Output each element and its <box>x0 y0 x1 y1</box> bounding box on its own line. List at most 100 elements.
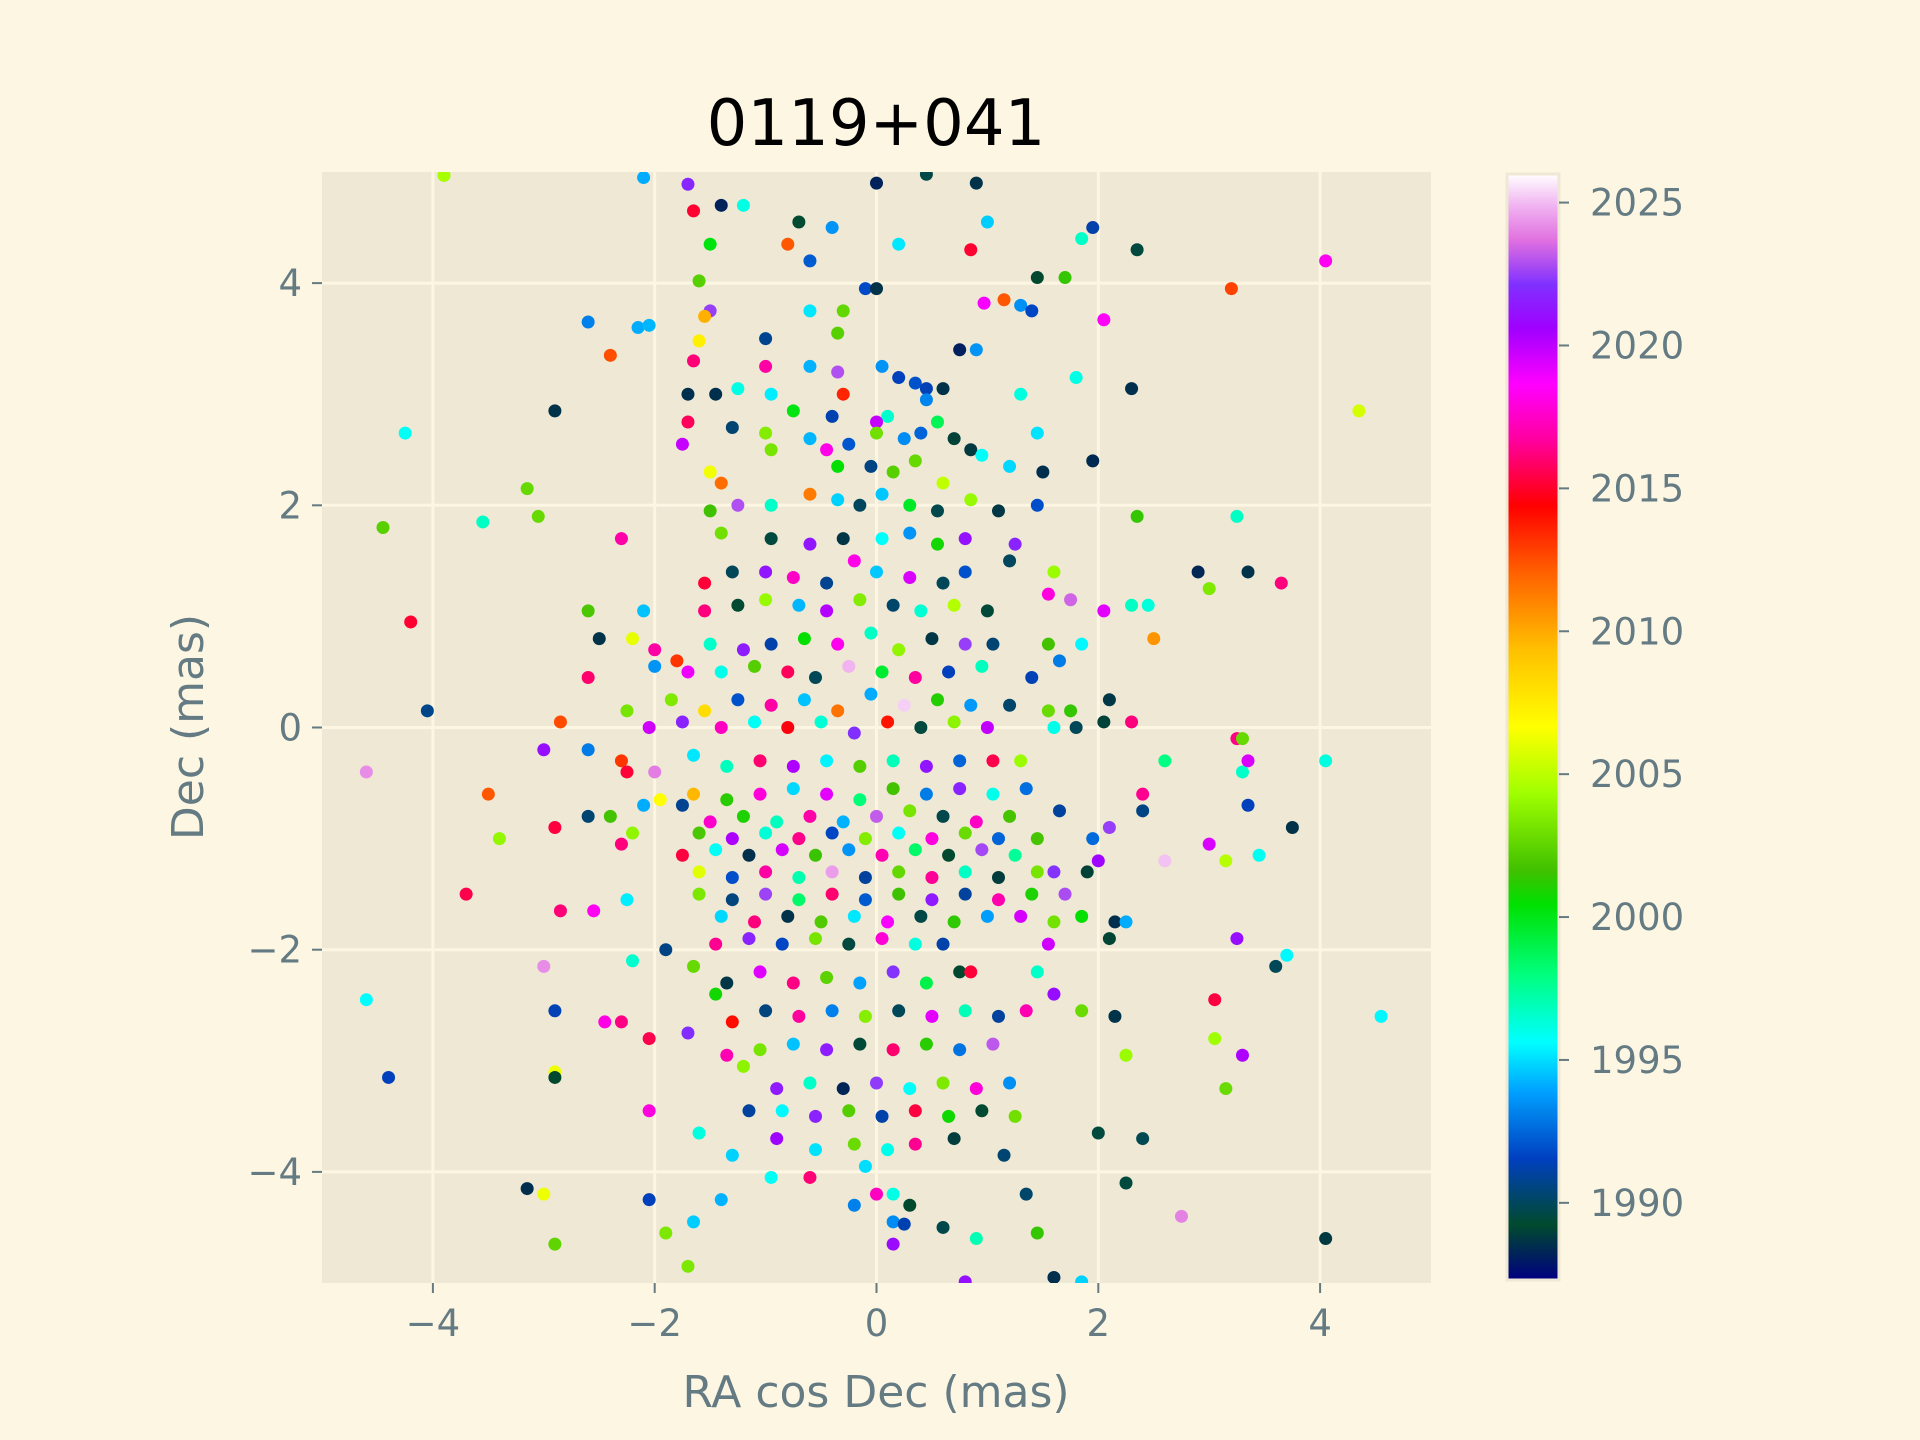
data-point <box>831 365 845 379</box>
y-tick-label: 0 <box>278 707 302 750</box>
data-point <box>581 604 595 618</box>
data-point <box>1108 1009 1122 1023</box>
data-point <box>1352 404 1366 418</box>
data-point <box>1130 509 1144 523</box>
data-point <box>831 493 845 507</box>
data-point <box>1174 1209 1188 1223</box>
data-point <box>1097 313 1111 327</box>
data-point <box>786 1037 800 1051</box>
data-point <box>903 571 917 585</box>
data-point <box>1130 243 1144 257</box>
data-point <box>842 659 856 673</box>
data-point <box>919 976 933 990</box>
data-point <box>908 1104 922 1118</box>
data-point <box>853 759 867 773</box>
data-point <box>975 448 989 462</box>
data-point <box>991 893 1005 907</box>
data-point <box>820 443 834 457</box>
data-point <box>881 1143 895 1157</box>
data-point <box>936 937 950 951</box>
data-point <box>1008 537 1022 551</box>
data-point <box>969 176 983 190</box>
data-point <box>958 887 972 901</box>
data-point <box>659 943 673 957</box>
data-point <box>953 343 967 357</box>
data-point <box>736 198 750 212</box>
data-point <box>1052 804 1066 818</box>
data-point <box>847 909 861 923</box>
data-point <box>1158 754 1172 768</box>
data-point <box>1064 593 1078 607</box>
data-point <box>1041 704 1055 718</box>
data-point <box>825 887 839 901</box>
data-point <box>1202 582 1216 596</box>
data-point <box>1030 832 1044 846</box>
data-point <box>820 604 834 618</box>
data-point <box>886 965 900 979</box>
data-point <box>736 643 750 657</box>
data-point <box>714 198 728 212</box>
data-point <box>359 993 373 1007</box>
data-point <box>420 704 434 718</box>
data-point <box>836 815 850 829</box>
data-point <box>1125 382 1139 396</box>
data-point <box>847 554 861 568</box>
data-point <box>936 382 950 396</box>
data-point <box>548 1070 562 1084</box>
data-point <box>1052 654 1066 668</box>
data-point <box>936 1076 950 1090</box>
data-point <box>753 1043 767 1057</box>
data-point <box>703 815 717 829</box>
data-point <box>947 1132 961 1146</box>
data-point <box>620 765 634 779</box>
data-point <box>725 1148 739 1162</box>
data-point <box>842 937 856 951</box>
data-point <box>947 715 961 729</box>
data-point <box>476 515 490 529</box>
data-point <box>892 371 906 385</box>
data-point <box>698 604 712 618</box>
data-point <box>1025 887 1039 901</box>
data-point <box>1041 587 1055 601</box>
data-point <box>359 765 373 779</box>
data-point <box>459 887 473 901</box>
data-point <box>792 870 806 884</box>
data-point <box>836 1082 850 1096</box>
data-point <box>886 1043 900 1057</box>
y-tick-label: −2 <box>247 929 302 972</box>
data-point <box>742 932 756 946</box>
data-point <box>803 809 817 823</box>
data-point <box>759 1004 773 1018</box>
data-point <box>764 443 778 457</box>
data-point <box>892 865 906 879</box>
data-point <box>903 526 917 540</box>
data-point <box>759 887 773 901</box>
data-point <box>903 498 917 512</box>
data-point <box>986 1037 1000 1051</box>
data-point <box>908 454 922 468</box>
data-point <box>581 315 595 329</box>
data-point <box>687 1215 701 1229</box>
data-point <box>820 754 834 768</box>
data-point <box>731 382 745 396</box>
data-point <box>376 521 390 535</box>
data-point <box>831 459 845 473</box>
data-point <box>631 321 645 335</box>
data-point <box>1075 1275 1089 1283</box>
data-point <box>964 243 978 257</box>
data-point <box>1069 721 1083 734</box>
data-point <box>764 698 778 712</box>
data-point <box>919 172 933 181</box>
data-point <box>1125 715 1139 729</box>
data-point <box>537 1187 551 1201</box>
data-point <box>980 721 994 734</box>
data-point <box>687 354 701 368</box>
data-point <box>703 637 717 651</box>
data-point <box>681 387 695 401</box>
data-point <box>886 754 900 768</box>
data-point <box>725 1015 739 1029</box>
data-point <box>825 221 839 235</box>
data-point <box>1102 693 1116 707</box>
data-point <box>725 565 739 579</box>
data-point <box>581 671 595 685</box>
